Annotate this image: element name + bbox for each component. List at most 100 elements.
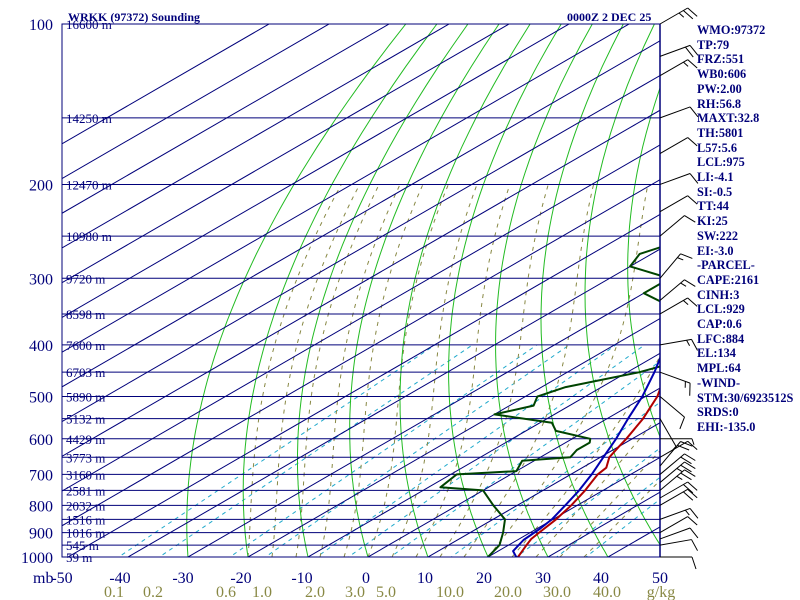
temperature-tick-label: -40 bbox=[109, 570, 130, 587]
wind-barb bbox=[659, 461, 696, 483]
index-line: CAP:0.6 bbox=[697, 317, 742, 332]
pressure-tick-label: 100 bbox=[29, 17, 53, 34]
index-line: -PARCEL- bbox=[697, 258, 755, 273]
mixing-ratio-tick-label: 10.0 bbox=[436, 584, 464, 600]
isotherm bbox=[62, 24, 391, 214]
index-line: WMO:97372 bbox=[697, 23, 766, 37]
pressure-tick-label: 700 bbox=[29, 467, 53, 484]
index-line: LFC:884 bbox=[697, 331, 745, 346]
index-line: EL:134 bbox=[697, 346, 736, 361]
wind-barb bbox=[659, 106, 699, 119]
temperature-tick-label: 40 bbox=[593, 570, 609, 587]
isotherm bbox=[127, 248, 660, 557]
isotherm bbox=[67, 213, 660, 557]
plot-background bbox=[62, 24, 660, 557]
height-label: 16600 m bbox=[66, 17, 112, 32]
height-label: 5132 m bbox=[66, 412, 105, 427]
height-label: 1016 m bbox=[66, 526, 105, 541]
isotherm bbox=[247, 317, 660, 557]
height-label: 5890 m bbox=[66, 390, 105, 405]
index-line: CAPE:2161 bbox=[697, 272, 760, 287]
index-line: -WIND- bbox=[697, 375, 741, 390]
pressure-tick-label: 900 bbox=[29, 526, 53, 543]
temperature-tick-label: 30 bbox=[535, 570, 551, 587]
index-line: SRDS:0 bbox=[697, 405, 739, 420]
index-line: EI:-3.0 bbox=[697, 243, 734, 258]
isotherm bbox=[62, 24, 271, 145]
wind-barb bbox=[659, 7, 698, 25]
index-line: TH:5801 bbox=[697, 125, 744, 140]
height-label: 2032 m bbox=[66, 498, 105, 513]
index-line: SW:222 bbox=[697, 228, 738, 243]
index-line: RH:56.8 bbox=[697, 96, 742, 111]
height-label: 8598 m bbox=[66, 307, 105, 322]
wind-barb bbox=[659, 215, 696, 237]
temperature-tick-label: 10 bbox=[417, 570, 433, 587]
mixing-ratio-line bbox=[228, 344, 538, 557]
pressure-tick-label: 600 bbox=[29, 432, 53, 449]
wind-barb bbox=[659, 137, 698, 154]
moist-adiabat bbox=[439, 184, 549, 557]
index-line: TT:44 bbox=[697, 199, 729, 214]
wind-barb bbox=[659, 507, 699, 520]
mixing-ratio-line bbox=[158, 344, 473, 557]
index-line: LI:-4.1 bbox=[697, 170, 734, 185]
temperature-tick-label: -20 bbox=[230, 570, 251, 587]
wind-barb bbox=[659, 453, 696, 475]
wind-barb bbox=[659, 253, 693, 279]
wind-barb bbox=[659, 338, 698, 351]
isotherm bbox=[62, 109, 660, 457]
sounding-profiles bbox=[439, 246, 660, 557]
index-line: MAXT:32.8 bbox=[697, 111, 760, 126]
height-label: 59 m bbox=[66, 550, 92, 565]
mixing-ratio-unit-label: g/kg bbox=[647, 584, 675, 600]
mixing-ratio-line bbox=[515, 447, 660, 557]
isotherm bbox=[62, 24, 511, 284]
isotherm bbox=[62, 24, 331, 180]
height-label: 7600 m bbox=[66, 338, 105, 353]
parcel-profile bbox=[512, 355, 660, 557]
dewpoint-profile bbox=[439, 246, 660, 557]
height-label: 3160 m bbox=[66, 467, 105, 482]
temperature-tick-label: -10 bbox=[291, 570, 312, 587]
wind-barb bbox=[659, 418, 677, 452]
wind-barb bbox=[659, 516, 698, 534]
mixing-ratio-tick-label: 0.1 bbox=[104, 584, 124, 600]
wind-barb bbox=[659, 195, 698, 213]
wind-barb bbox=[659, 59, 698, 77]
height-label: 12470 m bbox=[66, 177, 112, 192]
wind-barbs bbox=[659, 7, 699, 570]
mixing-ratio-tick-label: 0.2 bbox=[143, 584, 163, 600]
index-line: PW:2.00 bbox=[697, 81, 742, 96]
valid-time: 0000Z 2 DEC 25 bbox=[567, 10, 651, 24]
height-label: 2581 m bbox=[66, 483, 105, 498]
plot-frame bbox=[61, 23, 661, 558]
index-line: MPL:64 bbox=[697, 361, 741, 376]
index-line: FRZ:551 bbox=[697, 52, 745, 67]
isotherms bbox=[62, 24, 660, 557]
wind-barb bbox=[659, 527, 699, 540]
moist-adiabat bbox=[583, 479, 660, 557]
temperature-tick-label: -30 bbox=[172, 570, 193, 587]
mixing-ratio-line bbox=[264, 344, 570, 557]
pressure-tick-label: 500 bbox=[29, 390, 53, 407]
moist-adiabat bbox=[391, 184, 478, 557]
index-line: EHI:-135.0 bbox=[697, 419, 756, 434]
isotherm bbox=[487, 456, 660, 557]
height-label: 1516 m bbox=[66, 512, 105, 527]
height-label: 6703 m bbox=[66, 365, 105, 380]
index-line: L57:5.6 bbox=[697, 140, 737, 155]
isotherm bbox=[367, 387, 660, 557]
height-label: 545 m bbox=[66, 538, 99, 553]
index-line: STM:30/6923512S bbox=[697, 390, 794, 405]
isotherm bbox=[62, 24, 571, 318]
pressure-tick-label: 1000 bbox=[21, 550, 53, 567]
wind-barb bbox=[659, 44, 699, 58]
mixing-ratio-tick-label: 1.0 bbox=[252, 584, 272, 600]
sounding-indices-panel: WMO:97372 TP:79 FRZ:551 WB0:606 PW:2.00 RH:56… bbox=[697, 23, 800, 435]
index-line: WB0:606 bbox=[697, 67, 747, 82]
height-label: 10980 m bbox=[66, 229, 112, 244]
temperature-tick-label: 0 bbox=[362, 570, 370, 587]
